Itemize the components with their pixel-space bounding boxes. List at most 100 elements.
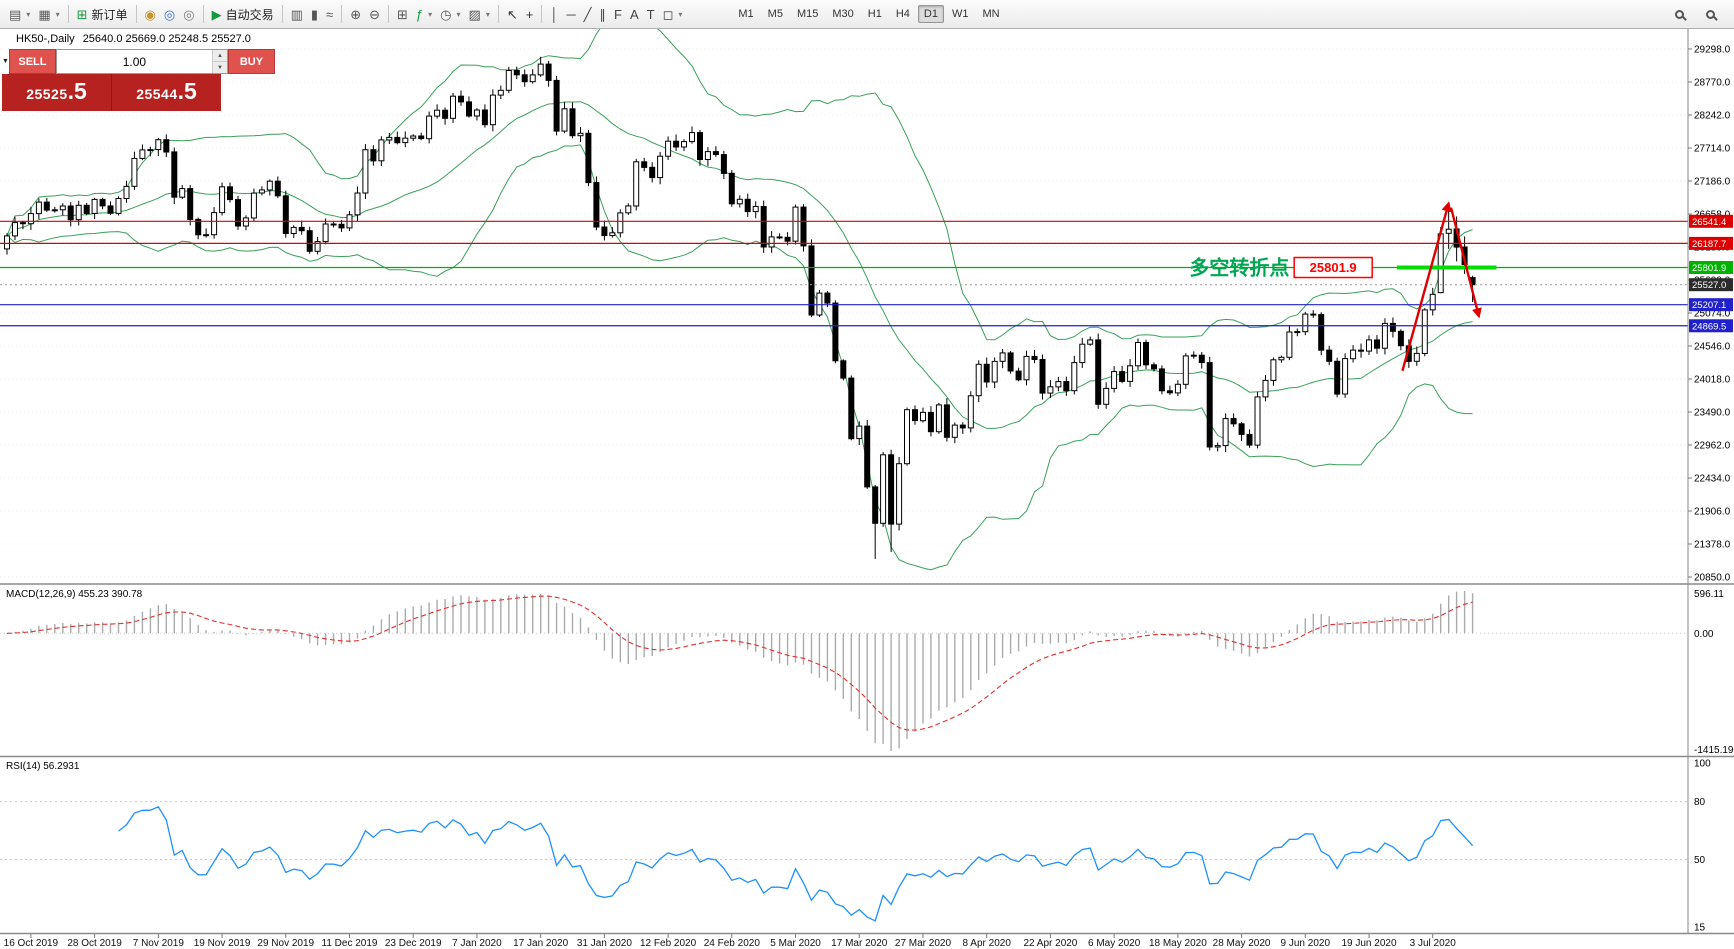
buy-button[interactable]: BUY [227, 49, 275, 74]
tile-windows-icon: ⊞ [397, 6, 408, 22]
trendline-button[interactable]: ╱ [580, 3, 596, 25]
periods-button[interactable]: ◷ ▾ [436, 3, 464, 25]
svg-text:26187.7: 26187.7 [1692, 239, 1726, 250]
data-window-button[interactable]: ◎ [160, 3, 179, 25]
line-chart-type-button[interactable]: ≈ [322, 3, 337, 25]
svg-text:100: 100 [1694, 759, 1711, 770]
magnifier-arrow-icon [1706, 9, 1715, 19]
svg-text:21906.0: 21906.0 [1694, 507, 1731, 518]
market-watch-button[interactable]: ◉ [141, 3, 160, 25]
volume-stepper: ▲ ▼ [55, 49, 228, 74]
svg-text:16 Oct 2019: 16 Oct 2019 [4, 938, 59, 949]
text-button[interactable]: A [626, 3, 643, 25]
svg-text:21378.0: 21378.0 [1694, 540, 1731, 551]
candles [4, 56, 1476, 559]
cursor-button[interactable]: ↖ [503, 3, 522, 25]
timeframe-button-m1[interactable]: M1 [738, 8, 754, 20]
new-chart-icon: ▤ [9, 6, 22, 22]
navigator-icon: ◎ [183, 6, 195, 22]
svg-text:18 May 2020: 18 May 2020 [1149, 938, 1207, 949]
timeframe-button-m15[interactable]: M15 [796, 8, 819, 20]
toolbar-separator [135, 5, 137, 23]
new-order-button[interactable]: ⊞ 新订单 [73, 3, 132, 25]
sell-button[interactable]: SELL [8, 49, 56, 74]
svg-text:19 Nov 2019: 19 Nov 2019 [194, 938, 251, 949]
channel-button[interactable]: ∥ [596, 3, 611, 25]
fibonacci-button[interactable]: F [610, 3, 626, 25]
horizontal-line-button[interactable]: ─ [562, 3, 579, 25]
chart-title: HK50-,Daily 25640.0 25669.0 25248.5 25527… [16, 33, 251, 45]
timeframe-button-h4[interactable]: H4 [895, 8, 910, 20]
price-level-badge [1689, 298, 1733, 312]
vertical-line-icon: │ [550, 6, 559, 22]
price-chart-canvas[interactable]: 多空转折点 25801.9 29298.0 28770.0 28242.0 27714.0… [0, 29, 1734, 949]
svg-text:27714.0: 27714.0 [1694, 144, 1731, 155]
svg-text:24018.0: 24018.0 [1694, 375, 1731, 386]
timeframe-button-d1[interactable]: D1 [917, 5, 944, 23]
clock-icon: ◷ [440, 6, 452, 22]
buy-price[interactable]: 25544.5 [111, 74, 221, 111]
buy-price-main: 25544 [136, 86, 178, 102]
svg-text:12 Feb 2020: 12 Feb 2020 [640, 938, 697, 949]
autotrading-button-label: 自动交易 [225, 7, 274, 22]
timeframe-button-w1[interactable]: W1 [951, 8, 969, 20]
price-level-badge [1689, 261, 1733, 275]
templates-button[interactable]: ▨ ▾ [465, 3, 494, 25]
toolbar-right-group [1671, 3, 1729, 25]
svg-text:25074.0: 25074.0 [1694, 309, 1731, 320]
price-level-badge [1689, 319, 1733, 333]
chart-window: 多空转折点 25801.9 29298.0 28770.0 28242.0 27714.0… [0, 29, 1734, 949]
symbol-search-button[interactable] [1671, 3, 1688, 25]
svg-text:22434.0: 22434.0 [1694, 474, 1731, 485]
svg-text:19 Jun 2020: 19 Jun 2020 [1341, 938, 1396, 949]
arrow-object[interactable] [1401, 201, 1452, 372]
collapse-one-click-icon[interactable]: ▼ [2, 58, 9, 65]
annotation-price-text: 25801.9 [1310, 260, 1357, 275]
timeframe-button-h1[interactable]: H1 [867, 8, 882, 20]
zoom-out-button[interactable]: ⊖ [365, 3, 384, 25]
volume-down-icon[interactable]: ▼ [212, 62, 227, 73]
svg-text:24869.5: 24869.5 [1692, 321, 1726, 332]
dropdown-caret-icon: ▾ [485, 9, 490, 19]
sell-price[interactable]: 25525.5 [2, 74, 111, 111]
timeframe-button-m5[interactable]: M5 [767, 8, 783, 20]
vertical-line-button[interactable]: │ [546, 3, 562, 25]
new-chart-button[interactable]: ▤ ▾ [5, 3, 34, 25]
indicators-button[interactable]: ƒ ▾ [412, 3, 436, 25]
crosshair-icon: + [525, 6, 534, 22]
chart-search-button[interactable] [1702, 3, 1719, 25]
navigator-button[interactable]: ◎ [179, 3, 198, 25]
symbol-period-label: HK50-,Daily [16, 33, 75, 45]
horizontal-line-icon: ─ [566, 6, 576, 22]
zoom-out-icon: ⊖ [369, 6, 380, 22]
label-icon: T [646, 6, 655, 22]
time-axis[interactable]: 16 Oct 2019 28 Oct 2019 7 Nov 2019 19 Nov 2… [4, 934, 1457, 949]
label-button[interactable]: T [643, 3, 659, 25]
volume-up-icon[interactable]: ▲ [212, 50, 227, 62]
candlestick-chart-type-button[interactable]: ▮ [307, 3, 322, 25]
svg-text:9 Jun 2020: 9 Jun 2020 [1281, 938, 1331, 949]
timeframe-button-m30[interactable]: M30 [832, 8, 854, 20]
svg-text:31 Jan 2020: 31 Jan 2020 [577, 938, 632, 949]
svg-text:7 Jan 2020: 7 Jan 2020 [452, 938, 502, 949]
zoom-in-button[interactable]: ⊕ [346, 3, 365, 25]
bar-chart-type-button[interactable]: ▥ [287, 3, 307, 25]
arrow-object[interactable] [1449, 207, 1482, 319]
autotrading-button[interactable]: ▶ 自动交易 [208, 3, 278, 25]
svg-text:17 Mar 2020: 17 Mar 2020 [831, 938, 888, 949]
annotation-text[interactable]: 多空转折点 [1189, 256, 1289, 280]
profiles-button[interactable]: ▦ ▾ [34, 3, 63, 25]
svg-text:29298.0: 29298.0 [1694, 45, 1731, 56]
svg-text:27186.0: 27186.0 [1694, 177, 1731, 188]
svg-text:28770.0: 28770.0 [1694, 78, 1731, 89]
tile-windows-button[interactable]: ⊞ [393, 3, 412, 25]
svg-text:29 Nov 2019: 29 Nov 2019 [257, 938, 314, 949]
timeframe-button-mn[interactable]: MN [982, 8, 1000, 20]
toolbar-separator [541, 5, 543, 23]
crosshair-button[interactable]: + [522, 3, 538, 25]
svg-text:0.00: 0.00 [1694, 629, 1714, 640]
svg-text:6 May 2020: 6 May 2020 [1088, 938, 1141, 949]
shapes-button[interactable]: ◻ ▾ [659, 3, 687, 25]
annotation-price-box[interactable] [1293, 256, 1373, 279]
volume-input[interactable] [56, 50, 212, 73]
